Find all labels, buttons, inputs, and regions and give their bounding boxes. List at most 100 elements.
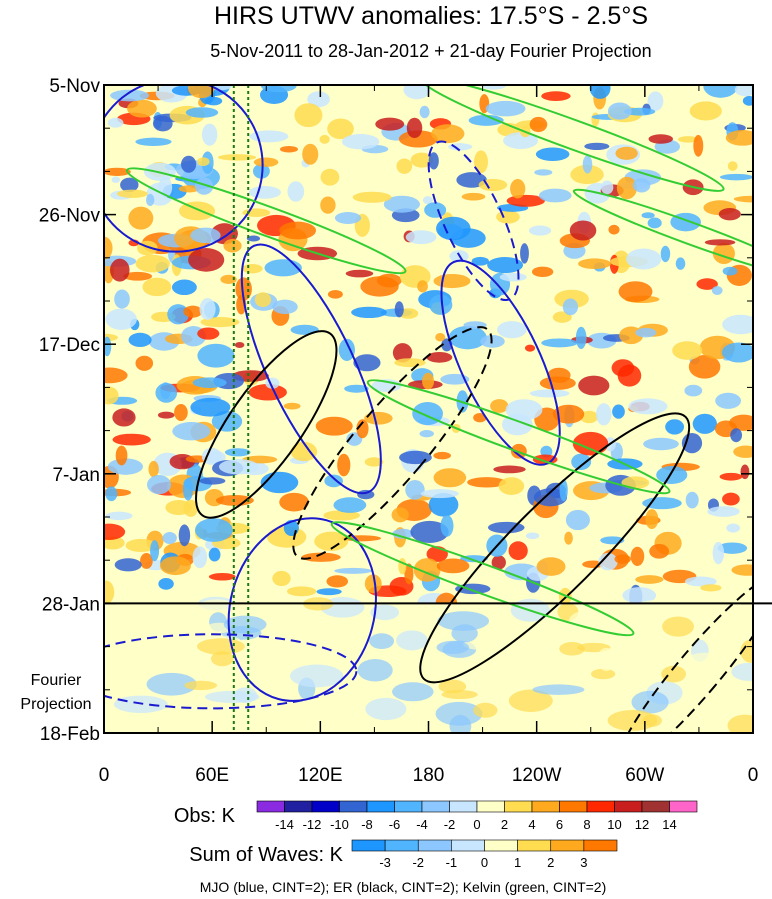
- anomaly-cell: [552, 404, 585, 424]
- anomaly-cell: [337, 453, 351, 477]
- anomaly-cell: [582, 155, 593, 174]
- wave-contour-mjo: [104, 85, 264, 253]
- obs-legend-swatch: [284, 800, 313, 813]
- waves-legend-level: 0: [481, 855, 488, 870]
- projection-label-line2: Projection: [20, 696, 91, 713]
- obs-legend-swatch: [504, 800, 533, 813]
- anomaly-cell: [417, 280, 428, 293]
- anomaly-cell: [529, 116, 548, 133]
- anomaly-cell: [478, 178, 508, 192]
- projection-cell: [684, 652, 728, 669]
- anomaly-cell: [608, 224, 620, 235]
- anomaly-cell: [140, 553, 153, 569]
- anomaly-cell: [508, 541, 528, 561]
- anomaly-cell: [419, 430, 435, 438]
- anomaly-cell: [192, 546, 208, 569]
- waves-legend-level: 3: [580, 855, 587, 870]
- anomaly-cell: [392, 343, 413, 363]
- wave-contour-er: [292, 326, 493, 560]
- obs-legend-level: 10: [607, 817, 621, 832]
- anomaly-cell: [287, 181, 305, 202]
- anomaly-cell: [165, 500, 193, 516]
- anomaly-cell: [123, 271, 153, 281]
- anomaly-cell: [565, 509, 590, 531]
- projection-cell: [451, 624, 478, 643]
- projection-cell: [661, 665, 687, 683]
- anomaly-cell: [731, 564, 753, 576]
- anomaly-cell: [448, 325, 487, 350]
- anomaly-cell: [174, 404, 188, 422]
- anomaly-cell: [217, 154, 257, 161]
- anomaly-cell: [618, 281, 653, 303]
- anomaly-cell: [396, 158, 413, 174]
- anomaly-cell: [696, 278, 718, 290]
- anomaly-cell: [107, 117, 124, 128]
- anomaly-cell: [433, 468, 467, 488]
- anomaly-cell: [719, 173, 753, 181]
- anomaly-cell: [218, 459, 259, 475]
- anomaly-cell: [538, 188, 572, 203]
- anomaly-cell: [688, 355, 721, 379]
- anomaly-cell: [346, 432, 363, 446]
- anomaly-cell: [647, 217, 662, 229]
- anomaly-cell: [157, 411, 175, 419]
- wave-contour-kelvin: [572, 188, 753, 278]
- anomaly-cell: [338, 338, 355, 362]
- anomaly-cell: [182, 478, 194, 501]
- obs-legend-level: 14: [662, 817, 676, 832]
- anomaly-cell: [148, 460, 159, 478]
- projection-cell: [195, 599, 239, 621]
- anomaly-cell: [399, 450, 432, 465]
- anomaly-cell: [172, 422, 211, 441]
- x-tick-label: 60W: [625, 765, 664, 786]
- anomaly-cell: [611, 359, 635, 377]
- anomaly-cell: [433, 274, 471, 289]
- anomaly-cell: [498, 477, 525, 495]
- x-tick-label: 0: [748, 765, 759, 786]
- projection-cell: [184, 680, 218, 691]
- anomaly-cell: [589, 85, 611, 99]
- waves-legend-swatch: [384, 839, 419, 852]
- obs-legend-swatch: [366, 800, 395, 813]
- anomaly-cell: [334, 567, 373, 574]
- anomaly-cell: [316, 588, 342, 596]
- anomaly-cell: [436, 216, 471, 241]
- anomaly-cell: [290, 441, 318, 462]
- anomaly-cell: [643, 437, 679, 451]
- anomaly-cell: [722, 492, 740, 506]
- wave-contour-mjo: [227, 517, 377, 702]
- anomaly-cell: [279, 221, 317, 240]
- anomaly-cell: [104, 167, 131, 176]
- y-axis: 5-Nov 26-Nov 17-Dec 7-Jan 28-Jan 18-Feb: [39, 76, 753, 745]
- anomaly-cell: [719, 472, 743, 481]
- anomaly-cell: [302, 143, 319, 165]
- anomaly-cell: [394, 358, 426, 368]
- anomaly-cell: [200, 316, 240, 328]
- waves-legend-level: 2: [547, 855, 554, 870]
- anomaly-cell: [689, 101, 722, 121]
- obs-legend-swatch: [449, 800, 478, 813]
- anomaly-cell: [571, 453, 592, 471]
- anomaly-cell: [722, 266, 738, 276]
- anomaly-cell: [584, 142, 610, 150]
- anomaly-cell: [529, 389, 570, 398]
- anomaly-cell: [533, 488, 568, 507]
- obs-legend-swatch: [421, 800, 450, 813]
- anomaly-cell: [468, 114, 504, 126]
- anomaly-cell: [301, 552, 341, 562]
- anomaly-cell: [505, 399, 543, 421]
- obs-legend-level: 8: [583, 817, 590, 832]
- anomaly-cell: [364, 411, 393, 425]
- obs-legend-swatch: [256, 800, 285, 813]
- anomaly-cell: [147, 475, 172, 495]
- anomaly-cell: [135, 254, 170, 273]
- anomaly-cell: [248, 185, 281, 199]
- anomaly-cell: [188, 248, 225, 272]
- anomaly-cell: [215, 494, 254, 506]
- anomaly-cell: [645, 509, 659, 530]
- anomaly-cell: [614, 554, 631, 564]
- projection-cell: [511, 674, 533, 687]
- projection-cell: [633, 600, 676, 619]
- projection-cell: [223, 615, 267, 634]
- anomaly-cell: [493, 465, 526, 474]
